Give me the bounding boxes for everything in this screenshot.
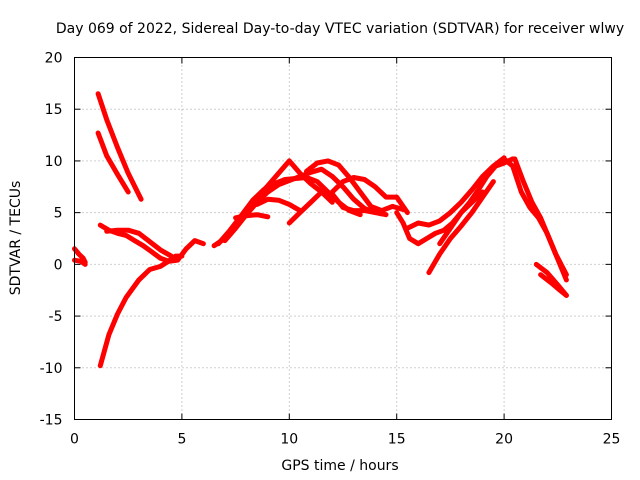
x-tick-label: 25 [603, 432, 621, 448]
y-tick-label: -15 [40, 413, 63, 429]
y-tick-label: 5 [54, 206, 63, 222]
series-line-arc-u [512, 156, 569, 283]
series-line-arc-s [437, 189, 486, 247]
x-tick-label: 10 [280, 432, 298, 448]
plot-frame [74, 57, 612, 420]
series-line-arc-g [104, 227, 174, 259]
y-tick-label: 10 [45, 154, 63, 170]
x-axis-label: GPS time / hours [281, 458, 398, 474]
label-layer: 0 5 10 15 20 25 -15 -10 -5 0 5 10 15 20 [40, 51, 621, 448]
y-tick-label: 0 [54, 257, 63, 273]
y-axis-label: SDTVAR / TECUs [8, 181, 24, 296]
series-line-arc-r [426, 179, 496, 276]
series-line-arc-d [95, 130, 131, 195]
series-line-arc-a [72, 246, 88, 265]
x-tick-label: 0 [70, 432, 79, 448]
series-line-arc-j [222, 166, 378, 244]
series-line-arc-c [95, 91, 144, 202]
series-line-arc-l [304, 158, 406, 214]
grid-layer [74, 57, 612, 420]
series-line-arc-w [538, 272, 569, 298]
y-tick-label: -10 [40, 361, 63, 377]
x-tick-label: 20 [495, 432, 513, 448]
series-line-arc-f [97, 222, 206, 264]
series-line-arc-m [329, 175, 410, 216]
series-line-arc-b [72, 257, 88, 267]
series-layer [72, 91, 569, 369]
y-tick-label: -5 [49, 309, 63, 325]
series-line-arc-q [404, 155, 507, 231]
series-line-arc-n [233, 212, 271, 221]
series-line-arc-e [97, 253, 185, 369]
chart-title: Day 069 of 2022, Sidereal Day-to-day VTE… [56, 21, 624, 37]
tick-layer [74, 57, 612, 420]
series-line-arc-o [254, 196, 303, 214]
x-tick-label: 5 [177, 432, 186, 448]
series-line-arc-k [286, 189, 389, 226]
x-tick-label: 15 [388, 432, 406, 448]
y-tick-label: 15 [45, 102, 63, 118]
y-tick-label: 20 [45, 51, 63, 67]
